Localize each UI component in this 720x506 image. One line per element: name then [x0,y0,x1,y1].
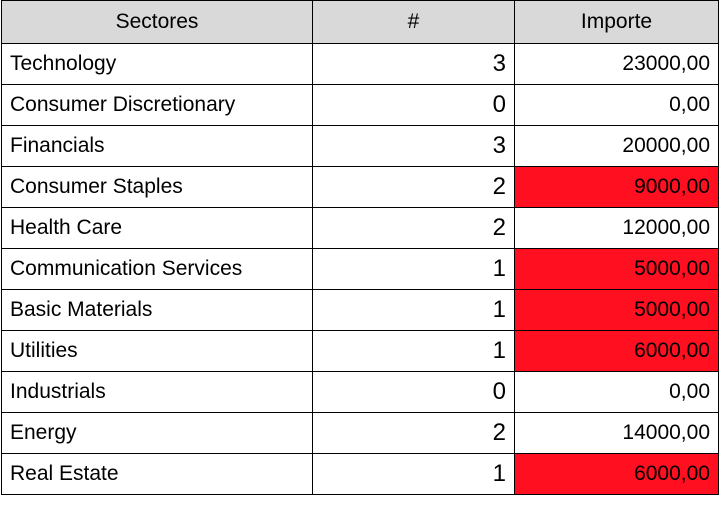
table-body: Technology 3 23000,00 Consumer Discretionar… [1,43,719,495]
count-cell[interactable]: 2 [312,166,515,208]
sector-table: Sectores # Importe Technology 3 23000,00 Co… [1,0,719,495]
sector-cell[interactable]: Basic Materials [1,289,313,331]
table-row: Consumer Discretionary 0 0,00 [1,84,719,126]
amount-cell[interactable]: 20000,00 [514,125,719,167]
count-cell[interactable]: 0 [312,84,515,126]
count-cell[interactable]: 1 [312,248,515,290]
table-row: Consumer Staples 2 9000,00 [1,166,719,208]
count-cell[interactable]: 3 [312,43,515,85]
sector-cell[interactable]: Real Estate [1,453,313,495]
amount-cell[interactable]: 0,00 [514,84,719,126]
count-cell[interactable]: 2 [312,207,515,249]
table-row: Financials 3 20000,00 [1,125,719,167]
table-row: Communication Services 1 5000,00 [1,248,719,290]
count-cell[interactable]: 3 [312,125,515,167]
header-importe[interactable]: Importe [514,0,719,44]
sector-cell[interactable]: Industrials [1,371,313,413]
count-cell[interactable]: 1 [312,453,515,495]
amount-cell-highlighted[interactable]: 6000,00 [514,330,719,372]
amount-cell[interactable]: 23000,00 [514,43,719,85]
amount-cell[interactable]: 12000,00 [514,207,719,249]
table-row: Industrials 0 0,00 [1,371,719,413]
sector-cell[interactable]: Utilities [1,330,313,372]
table-row: Health Care 2 12000,00 [1,207,719,249]
count-cell[interactable]: 2 [312,412,515,454]
header-count[interactable]: # [312,0,515,44]
amount-cell[interactable]: 14000,00 [514,412,719,454]
table-row: Utilities 1 6000,00 [1,330,719,372]
amount-cell-highlighted[interactable]: 9000,00 [514,166,719,208]
header-row: Sectores # Importe [1,0,719,44]
amount-cell-highlighted[interactable]: 5000,00 [514,289,719,331]
count-cell[interactable]: 1 [312,289,515,331]
count-cell[interactable]: 1 [312,330,515,372]
sector-cell[interactable]: Communication Services [1,248,313,290]
sector-cell[interactable]: Consumer Discretionary [1,84,313,126]
header-sectores[interactable]: Sectores [1,0,313,44]
amount-cell[interactable]: 0,00 [514,371,719,413]
amount-cell-highlighted[interactable]: 5000,00 [514,248,719,290]
amount-cell-highlighted[interactable]: 6000,00 [514,453,719,495]
sector-cell[interactable]: Technology [1,43,313,85]
table-row: Energy 2 14000,00 [1,412,719,454]
table-row: Real Estate 1 6000,00 [1,453,719,495]
sector-cell[interactable]: Energy [1,412,313,454]
sector-cell[interactable]: Health Care [1,207,313,249]
table-row: Basic Materials 1 5000,00 [1,289,719,331]
sector-cell[interactable]: Financials [1,125,313,167]
count-cell[interactable]: 0 [312,371,515,413]
table-row: Technology 3 23000,00 [1,43,719,85]
sector-cell[interactable]: Consumer Staples [1,166,313,208]
